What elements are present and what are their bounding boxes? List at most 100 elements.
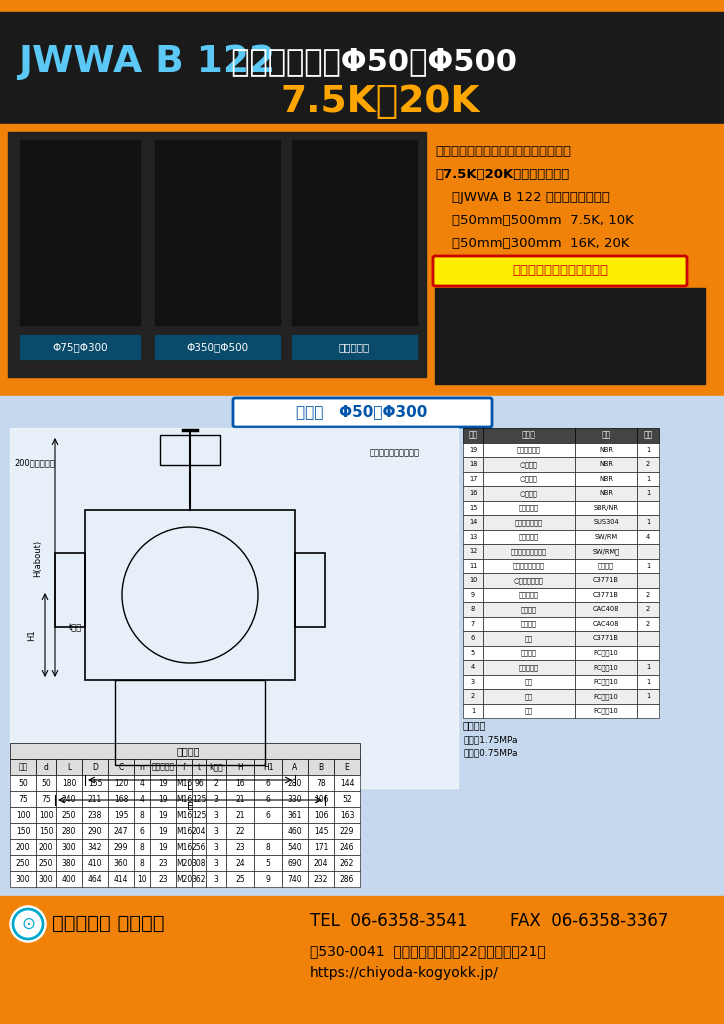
Text: 200: 200 <box>16 843 30 852</box>
Text: 247: 247 <box>114 826 128 836</box>
Text: 200: 200 <box>39 843 54 852</box>
Text: 六角ボルト・ナット: 六角ボルト・ナット <box>511 548 547 555</box>
Text: 3: 3 <box>214 858 219 867</box>
Text: ・弁体を片勾配型に製作も対応ＯＫ！: ・弁体を片勾配型に製作も対応ＯＫ！ <box>435 145 571 158</box>
Text: ：50mm～300mm  16K, 20K: ：50mm～300mm 16K, 20K <box>435 237 629 250</box>
Bar <box>334 775 360 791</box>
Text: 19: 19 <box>158 795 168 804</box>
Text: B: B <box>319 763 324 771</box>
Bar <box>254 759 282 775</box>
Bar <box>56 839 82 855</box>
Text: f: f <box>182 763 185 771</box>
Text: 六角ボルト: 六角ボルト <box>519 534 539 540</box>
FancyBboxPatch shape <box>233 398 492 427</box>
Bar <box>20 140 140 325</box>
Bar <box>575 442 637 457</box>
Bar <box>36 855 56 871</box>
Text: 7.5K～20K: 7.5K～20K <box>280 84 480 120</box>
Bar <box>85 510 295 680</box>
Text: 2: 2 <box>471 693 475 699</box>
Text: 8: 8 <box>140 811 144 819</box>
Text: 部品名: 部品名 <box>522 431 536 439</box>
Text: A: A <box>292 763 298 771</box>
Text: 300: 300 <box>62 843 76 852</box>
Text: C3771B: C3771B <box>593 592 619 598</box>
Bar <box>108 839 134 855</box>
Bar <box>10 839 36 855</box>
Text: 8: 8 <box>471 606 475 612</box>
Text: 材質: 材質 <box>602 431 610 439</box>
Text: 呼径: 呼径 <box>18 763 28 771</box>
Bar <box>0 396 724 898</box>
Bar <box>483 457 575 471</box>
Bar <box>134 791 150 807</box>
Bar <box>192 839 206 855</box>
Text: 試験圧力: 試験圧力 <box>463 720 487 730</box>
Text: 262: 262 <box>340 858 354 867</box>
Bar <box>176 759 192 775</box>
Bar <box>206 775 226 791</box>
Bar <box>483 631 575 645</box>
Bar <box>206 791 226 807</box>
Bar <box>36 775 56 791</box>
Bar <box>334 807 360 823</box>
Bar <box>150 759 176 775</box>
Text: 23: 23 <box>235 843 245 852</box>
Text: 380: 380 <box>62 858 76 867</box>
Text: 9: 9 <box>266 874 271 884</box>
Text: 8: 8 <box>266 843 270 852</box>
Bar <box>637 471 659 486</box>
Text: 106: 106 <box>313 795 328 804</box>
Bar <box>282 823 308 839</box>
Bar <box>176 791 192 807</box>
Text: 2: 2 <box>646 461 650 467</box>
Text: M16: M16 <box>176 843 192 852</box>
Bar <box>575 703 637 718</box>
Bar <box>192 775 206 791</box>
Bar <box>82 839 108 855</box>
Bar <box>108 791 134 807</box>
Bar <box>463 645 483 660</box>
Bar <box>226 807 254 823</box>
Bar <box>0 124 724 396</box>
Text: SW/RM他: SW/RM他 <box>592 548 620 555</box>
Bar <box>483 645 575 660</box>
Bar <box>637 529 659 544</box>
Text: 4: 4 <box>140 795 144 804</box>
Bar <box>155 335 280 359</box>
Bar <box>82 823 108 839</box>
Bar <box>36 759 56 775</box>
Bar <box>226 823 254 839</box>
Text: SBR/NR: SBR/NR <box>594 505 618 511</box>
Text: 6: 6 <box>266 795 271 804</box>
Text: 1: 1 <box>471 708 475 714</box>
Bar <box>575 558 637 573</box>
Bar <box>637 675 659 689</box>
Text: 1: 1 <box>646 446 650 453</box>
Bar <box>435 288 705 384</box>
Bar <box>226 759 254 775</box>
Bar <box>334 823 360 839</box>
Bar <box>483 675 575 689</box>
Bar <box>483 442 575 457</box>
Text: ：JWWA B 122 規格仕切弁です。: ：JWWA B 122 規格仕切弁です。 <box>435 191 610 204</box>
Bar <box>160 435 220 465</box>
Text: L: L <box>67 763 71 771</box>
Bar <box>150 823 176 839</box>
Bar <box>56 871 82 887</box>
Text: 280: 280 <box>62 826 76 836</box>
Text: 106: 106 <box>313 811 328 819</box>
Text: 23: 23 <box>158 874 168 884</box>
Text: 9: 9 <box>471 592 475 598</box>
Bar <box>254 855 282 871</box>
Text: 290: 290 <box>88 826 102 836</box>
Bar <box>575 588 637 602</box>
Bar <box>226 839 254 855</box>
Bar <box>575 573 637 588</box>
Bar <box>483 573 575 588</box>
Bar <box>206 759 226 775</box>
Bar <box>206 823 226 839</box>
Text: C3771B: C3771B <box>593 578 619 584</box>
Text: TEL  06-6358-3541: TEL 06-6358-3541 <box>310 912 468 930</box>
Bar <box>36 807 56 823</box>
